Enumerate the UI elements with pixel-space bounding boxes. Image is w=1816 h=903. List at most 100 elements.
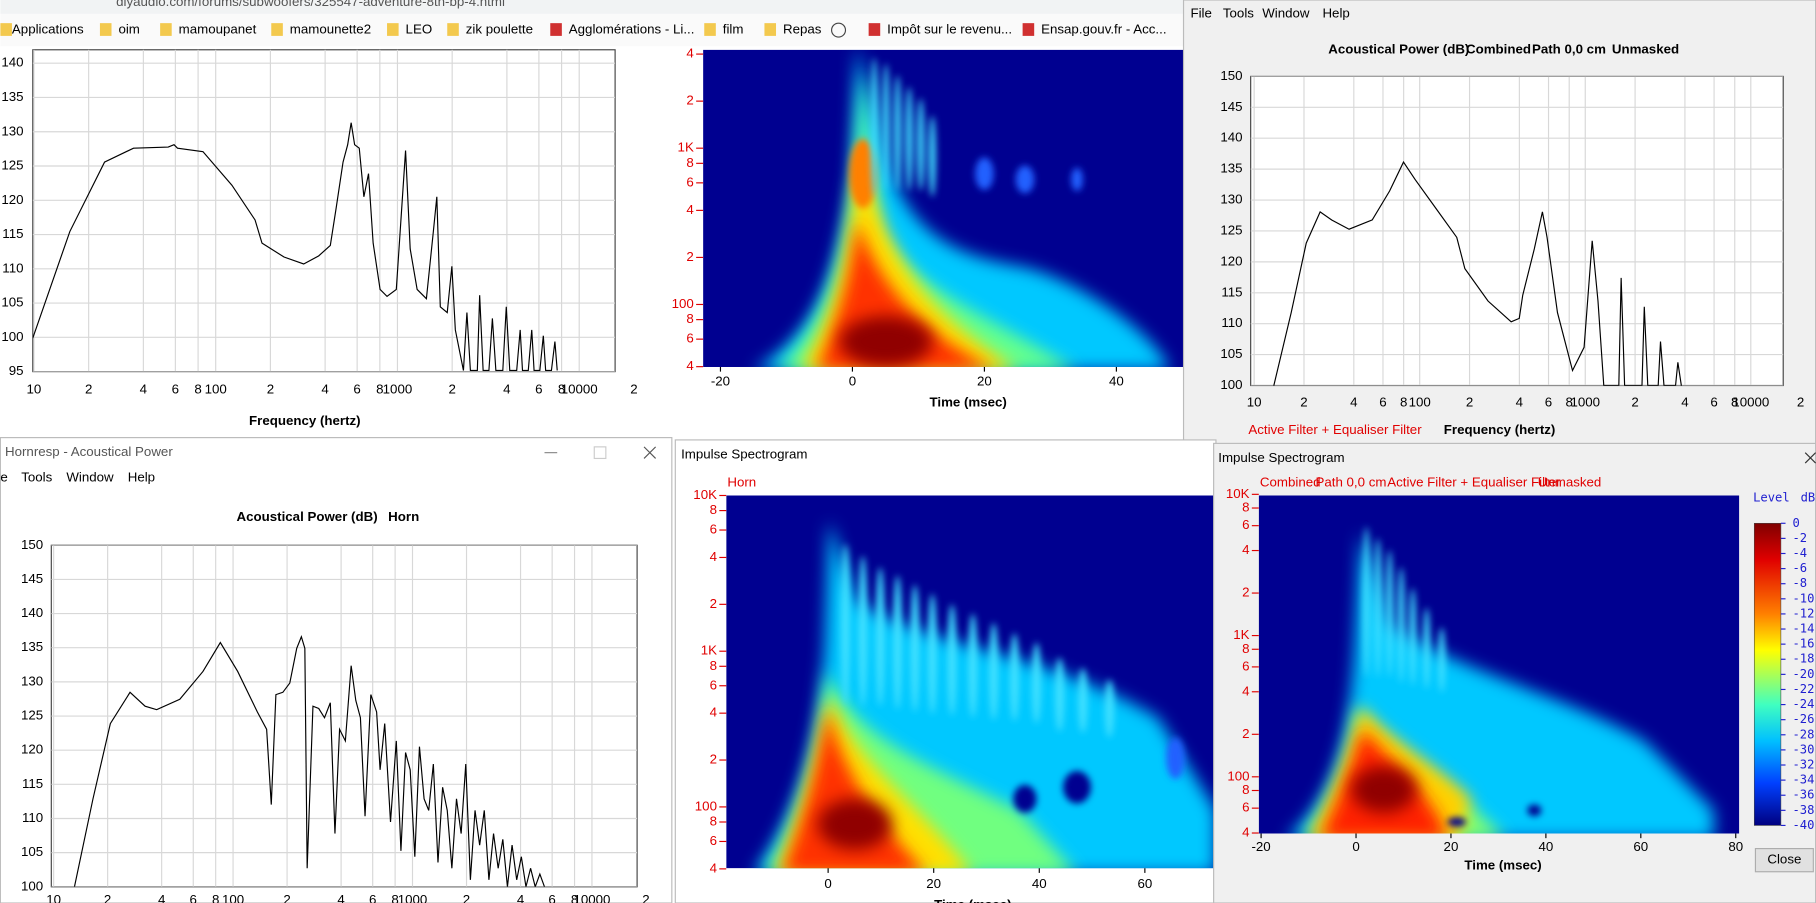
bookmark-icon[interactable] [1022,23,1035,36]
menu-item[interactable]: Help [128,470,155,485]
bookmark-icon[interactable] [550,23,562,36]
y-tick-label: 8 [686,311,693,326]
bookmark[interactable]: zik poulette [466,22,533,37]
window-title: Hornresp - Acoustical Power [5,444,173,459]
x-tick-label: 2 [463,892,470,903]
response-curve [73,634,546,887]
level-tick-label: -10 [1792,591,1814,605]
x-tick-label: 2 [1631,394,1638,409]
menu-item[interactable]: Window [1262,5,1310,20]
y-tick-label: 8 [686,155,693,170]
close-button[interactable] [1754,848,1814,873]
x-axis-label: Time (msec) [930,394,1007,409]
bookmarks-bar [0,13,1184,47]
bookmark-icon[interactable] [0,23,12,36]
y-tick-label: 115 [2,226,23,241]
bookmark[interactable]: mamounette2 [290,22,371,37]
y-tick-label: 130 [21,673,43,688]
x-tick-label: 8 [391,892,398,903]
plot-grid [32,49,616,372]
close-button-label[interactable]: Close [1767,852,1801,867]
bookmark-icon[interactable] [160,23,172,36]
y-tick-label: 8 [710,814,717,829]
close-icon[interactable] [1804,452,1816,464]
level-tick-label: -6 [1792,561,1807,575]
close-button[interactable] [643,446,657,459]
maximize-button[interactable] [593,446,607,460]
subtitle: Horn [727,474,756,489]
y-tick-label: 4 [686,46,693,61]
menu-item[interactable]: Tools [1223,5,1254,20]
menu-item[interactable]: Help [1322,5,1349,20]
y-tick-label: 4 [710,705,717,720]
bookmark[interactable]: Agglomérations - Li... [569,22,695,37]
y-tick-label: 120 [21,742,43,757]
x-tick-label: 4 [158,892,165,903]
y-tick-label: 6 [1242,800,1249,815]
x-tick-label: 2 [1466,394,1473,409]
url[interactable]: diyaudio.com/forums/subwoofers/325547-ad… [116,0,505,9]
plot-title: Unmasked [1612,41,1679,56]
y-tick-label: 2 [710,752,717,767]
plot-title: Active Filter + Equaliser Filter [1387,474,1561,489]
x-tick-label: 8 [571,892,578,903]
response-curve [32,122,558,372]
x-tick-label: 40 [1032,876,1047,891]
x-axis-label: Frequency (hertz) [1444,422,1556,437]
x-tick-label: 20 [926,876,941,891]
bookmark-icon[interactable] [271,23,283,36]
y-tick-label: 8 [1242,782,1249,797]
plot-title: Horn [388,509,419,524]
bookmark-icon[interactable] [704,23,716,36]
window-title: Impulse Spectrogram [681,446,807,461]
globe-icon[interactable] [831,22,847,38]
level-tick-label: -26 [1792,712,1814,726]
spectrogram-image [726,495,1216,869]
bookmark[interactable]: Applications [12,22,84,37]
level-tick-label: -16 [1792,637,1814,651]
bookmark[interactable]: mamoupanet [179,22,257,37]
x-tick-label: -20 [711,374,730,389]
level-tick-label: -24 [1792,697,1814,711]
x-tick-label: 2 [630,382,637,397]
x-tick-label: 4 [503,382,510,397]
y-tick-label: 135 [1220,161,1242,176]
level-tick-label: -34 [1792,773,1814,787]
x-tick-label: 6 [1710,394,1717,409]
plot-grid [51,545,638,887]
menu-item[interactable]: e [0,470,7,485]
y-tick-label: 1K [701,643,717,658]
bookmark[interactable]: film [723,22,744,37]
y-tick-label: 115 [22,776,43,791]
bookmark[interactable]: LEO [406,22,433,37]
x-tick-label: 8 [194,382,201,397]
bookmark[interactable]: Ensap.gouv.fr - Acc... [1041,22,1166,37]
legend-title: Level [1753,490,1790,504]
bookmark-icon[interactable] [868,23,881,36]
bookmark-icon[interactable] [387,23,399,36]
bookmark[interactable]: oim [118,22,139,37]
x-tick-label: 8 [1400,394,1407,409]
bookmark[interactable]: Impôt sur le revenu... [887,22,1012,37]
x-tick-label: 1000 [1570,394,1600,409]
window-title: Impulse Spectrogram [1218,450,1344,465]
x-tick-label: 8 [212,892,219,903]
bookmark-icon[interactable] [764,23,777,36]
bookmark-icon[interactable] [447,23,459,36]
x-tick-label: 10000 [573,892,610,903]
y-tick-label: 110 [2,260,23,275]
x-tick-label: 100 [205,382,227,397]
menu-item[interactable]: Tools [21,470,52,485]
bookmark[interactable]: Repas [783,22,822,37]
bookmark-icon[interactable] [99,23,112,36]
plot-frame [32,49,616,373]
y-tick-label: 4 [686,202,693,217]
x-tick-label: 2 [283,892,290,903]
menu-item[interactable]: Window [66,470,114,485]
x-tick-label: 4 [517,892,524,903]
menu-item[interactable]: File [1190,5,1211,20]
y-tick-label: 6 [710,522,717,537]
x-tick-label: 2 [267,382,274,397]
